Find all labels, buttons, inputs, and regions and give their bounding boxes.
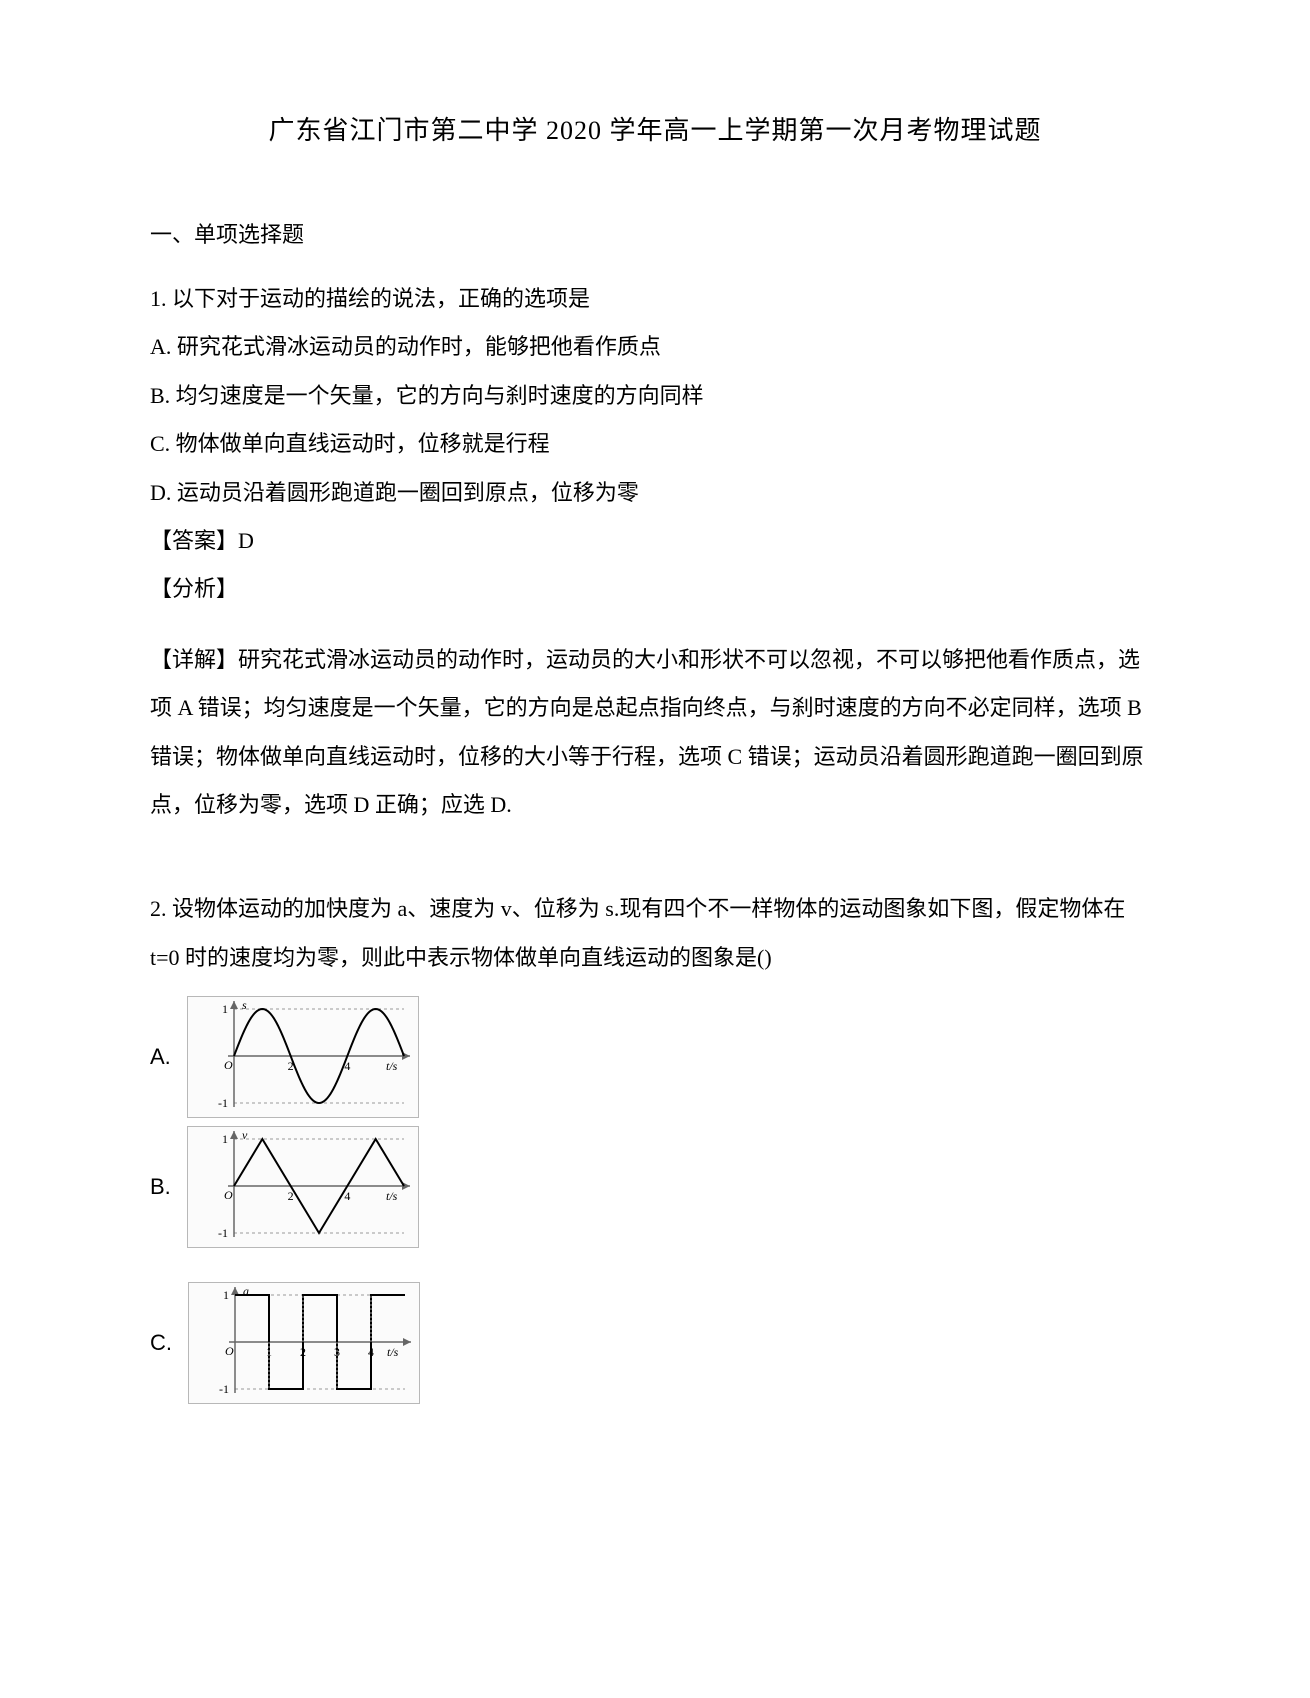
q1-option-b: B. 均匀速度是一个矢量，它的方向与刹时速度的方向同样 bbox=[150, 372, 1160, 420]
q2-option-a-row: A. st/s-11O24 bbox=[150, 996, 1160, 1118]
svg-text:1: 1 bbox=[222, 1002, 228, 1016]
section-heading: 一、单项选择题 bbox=[150, 217, 1160, 249]
q2-option-a-label: A. bbox=[150, 1044, 171, 1070]
page-title: 广东省江门市第二中学 2020 学年高一上学期第一次月考物理试题 bbox=[150, 110, 1160, 147]
q1-option-a: A. 研究花式滑冰运动员的动作时，能够把他看作质点 bbox=[150, 323, 1160, 371]
q1-answer: 【答案】D bbox=[150, 517, 1160, 565]
q2-option-c-label: C. bbox=[150, 1330, 172, 1356]
svg-text:t/s: t/s bbox=[386, 1059, 398, 1073]
svg-text:O: O bbox=[224, 1058, 233, 1072]
q1-stem: 1. 以下对于运动的描绘的说法，正确的选项是 bbox=[150, 275, 1160, 323]
q1-option-d: D. 运动员沿着圆形跑道跑一圈回到原点，位移为零 bbox=[150, 469, 1160, 517]
q2-chart-c: at/s-11O1234 bbox=[188, 1282, 420, 1404]
svg-text:s: s bbox=[242, 998, 247, 1012]
svg-text:1: 1 bbox=[222, 1132, 228, 1146]
q2-chart-b: vt/s-11O24 bbox=[187, 1126, 419, 1248]
svg-text:1: 1 bbox=[223, 1288, 229, 1302]
svg-text:O: O bbox=[225, 1344, 234, 1358]
q1-option-c: C. 物体做单向直线运动时，位移就是行程 bbox=[150, 420, 1160, 468]
svg-text:t/s: t/s bbox=[387, 1345, 399, 1359]
q2-chart-a: st/s-11O24 bbox=[187, 996, 419, 1118]
q2-option-b-label: B. bbox=[150, 1174, 171, 1200]
svg-text:t/s: t/s bbox=[386, 1189, 398, 1203]
q2-option-c-row: C. at/s-11O1234 bbox=[150, 1282, 1160, 1404]
svg-text:-1: -1 bbox=[218, 1226, 228, 1240]
q2-option-b-row: B. vt/s-11O24 bbox=[150, 1126, 1160, 1248]
q1-detail: 【详解】研究花式滑冰运动员的动作时，运动员的大小和形状不可以忽视，不可以够把他看… bbox=[150, 636, 1160, 830]
svg-text:O: O bbox=[224, 1188, 233, 1202]
svg-text:-1: -1 bbox=[218, 1096, 228, 1110]
exam-page: 广东省江门市第二中学 2020 学年高一上学期第一次月考物理试题 一、单项选择题… bbox=[0, 0, 1310, 1472]
q1-analysis-label: 【分析】 bbox=[150, 565, 1160, 613]
svg-text:-1: -1 bbox=[219, 1382, 229, 1396]
q2-stem: 2. 设物体运动的加快度为 a、速度为 v、位移为 s.现有四个不一样物体的运动… bbox=[150, 885, 1160, 982]
svg-text:v: v bbox=[242, 1128, 248, 1142]
